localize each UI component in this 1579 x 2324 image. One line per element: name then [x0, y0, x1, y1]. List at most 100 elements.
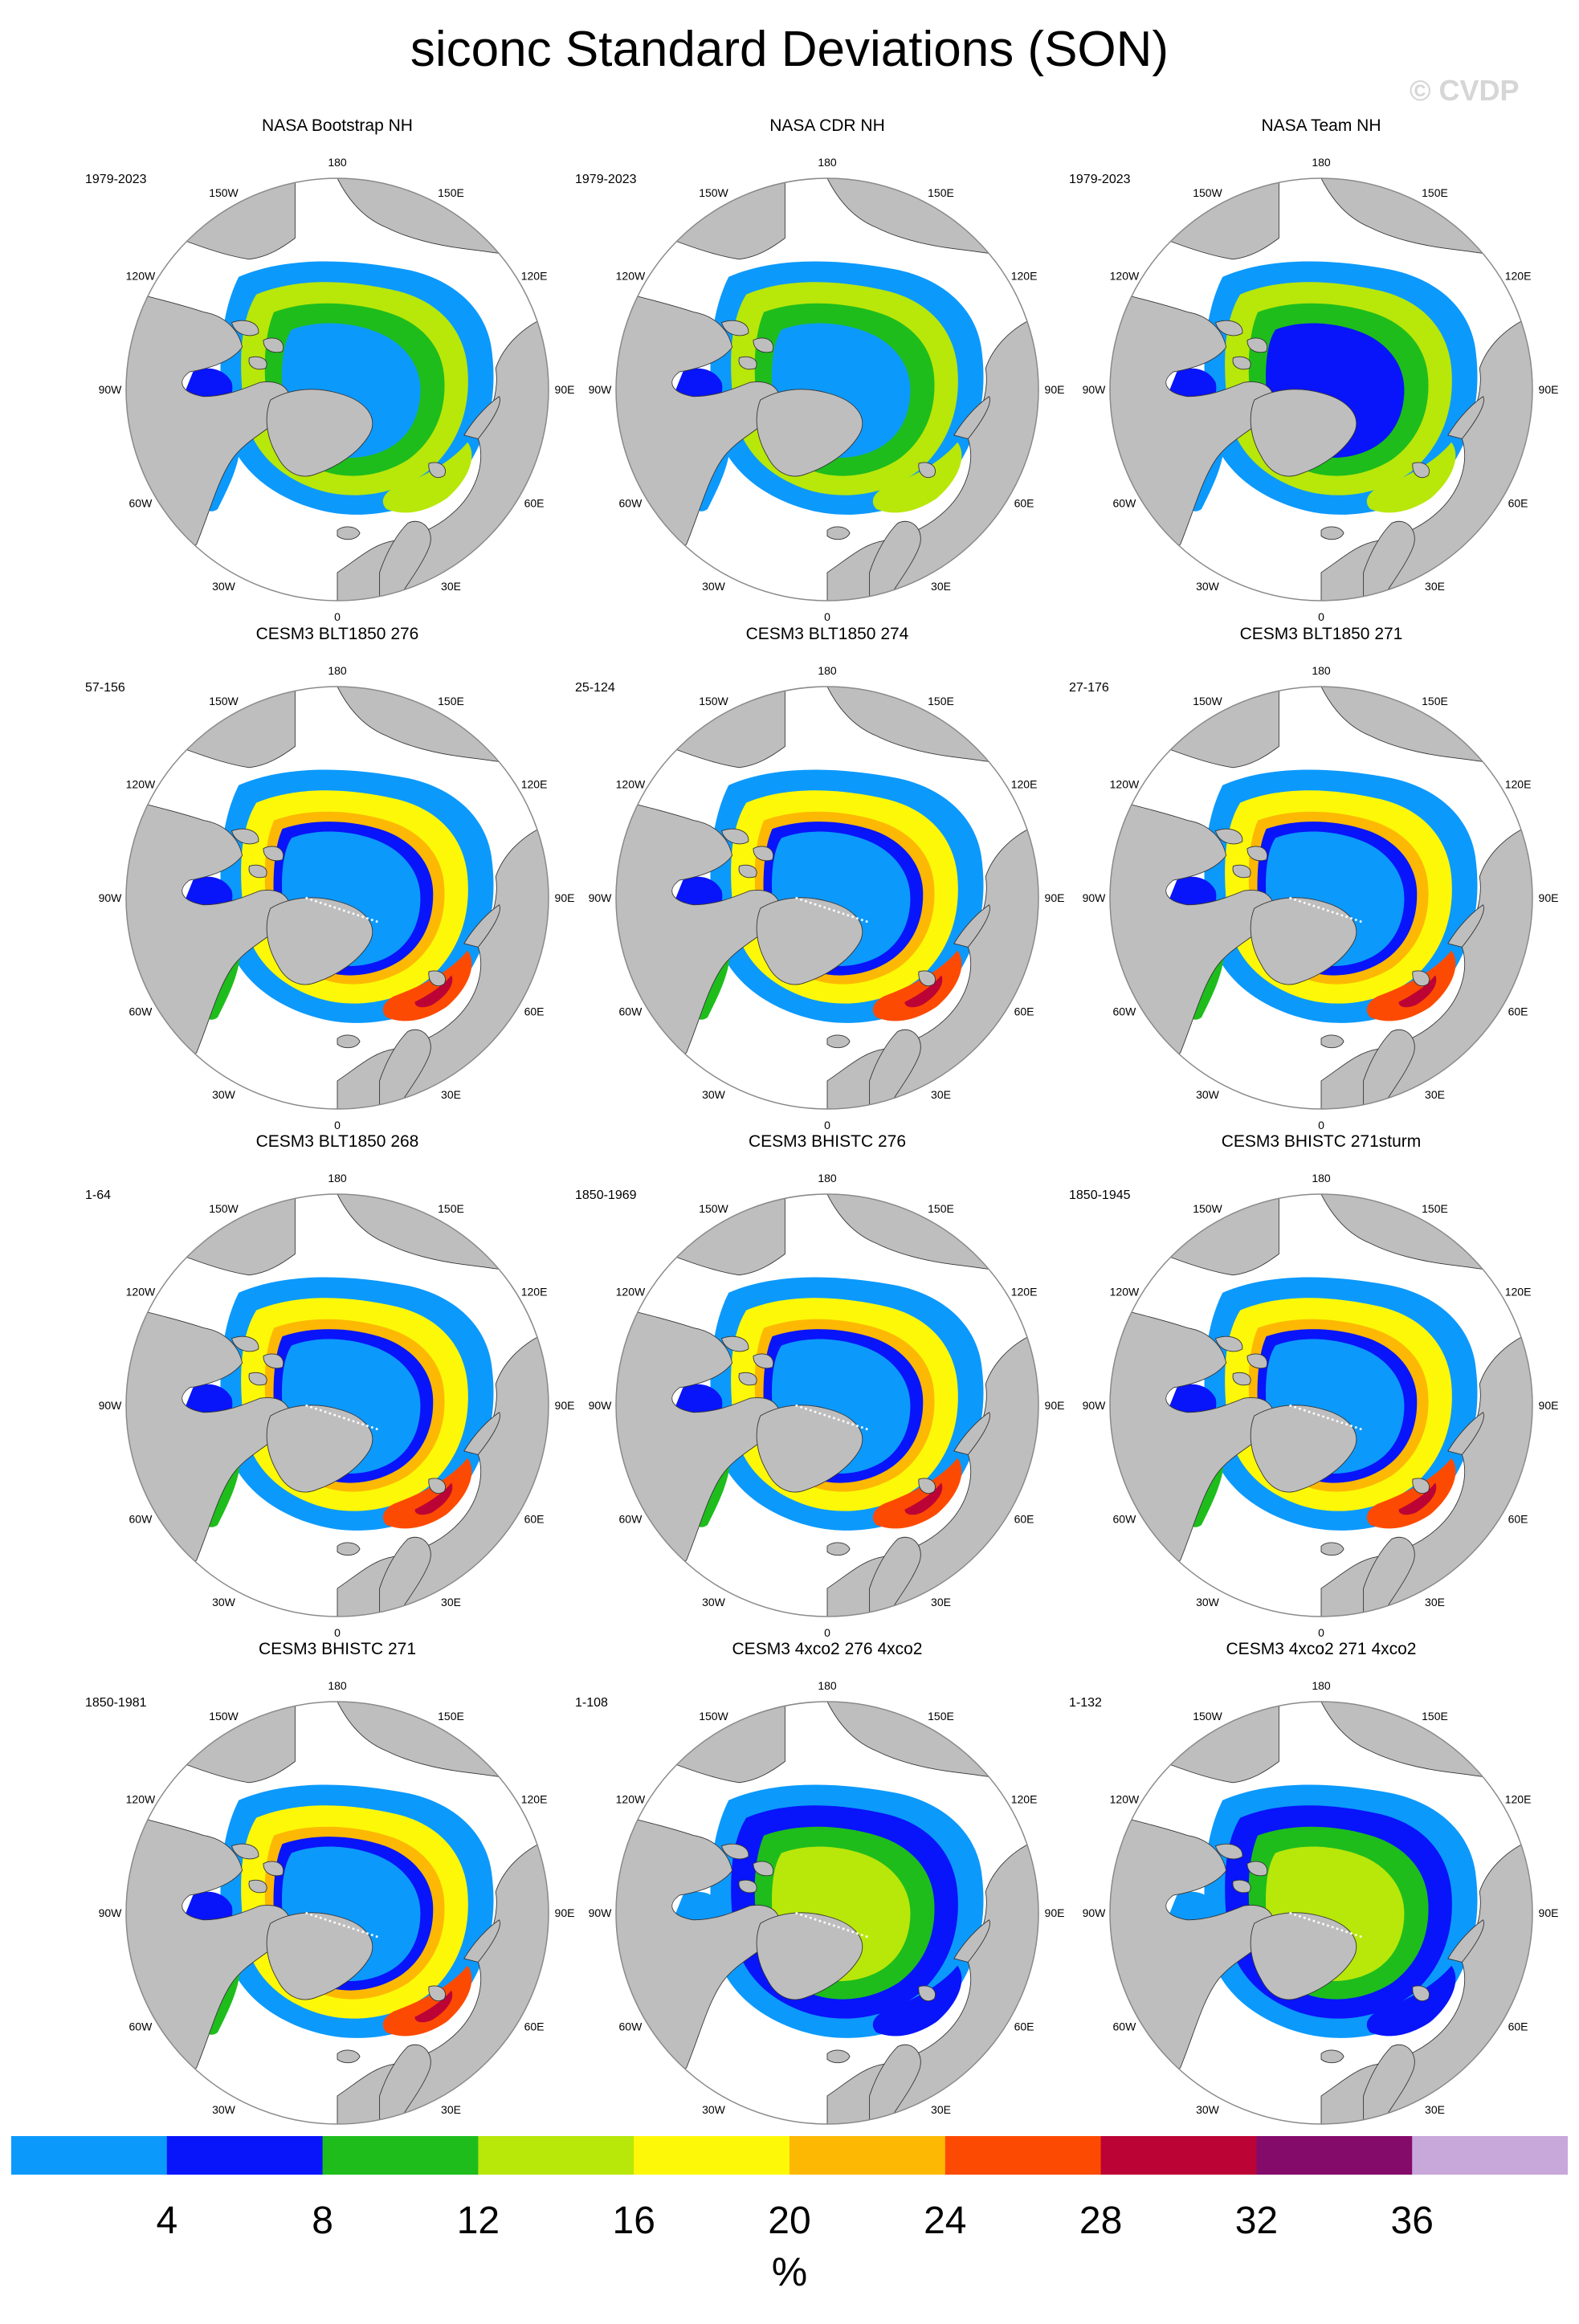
colorbar-tick: 36: [1390, 2200, 1434, 2242]
land-greenland: [266, 1912, 373, 2000]
longitude-label: 90E: [1045, 383, 1065, 396]
panel-title: CESM3 BLT1850 276: [255, 625, 419, 643]
longitude-label: 90W: [1083, 383, 1107, 396]
land-archipelago1: [1214, 320, 1243, 336]
map-panel: CESM3 BLT1850 276 57-156 180 150E 120E 90E 60E…: [85, 625, 586, 1139]
land-archipelago1: [720, 1335, 749, 1352]
longitude-label: 150E: [928, 186, 954, 199]
polar-map: 180 150E 120E 90E 60E 30E 0 30W 60W 90W 120W 150W: [1083, 156, 1559, 623]
longitude-label: 180: [1312, 156, 1331, 169]
land-archipelago3: [1232, 864, 1251, 879]
map-panel: CESM3 BLT1850 274 25-124 180 150E 120E 90E 60E…: [575, 625, 1076, 1139]
sea-ice-band: [1366, 1458, 1456, 1529]
longitude-label: 180: [1312, 664, 1331, 677]
panel-title: NASA Team NH: [1261, 116, 1381, 135]
panel-title: CESM3 BLT1850 268: [255, 1132, 419, 1151]
longitude-label: 60W: [129, 1005, 153, 1018]
land-svalbard: [918, 462, 936, 479]
panel-period: 1-132: [1069, 1696, 1102, 1710]
longitude-label: 150E: [928, 1710, 954, 1723]
colorbar-tick-labels: 4 8 12 16 20 24 28 32 36: [0, 2199, 1579, 2247]
land-greenland: [756, 1912, 863, 2000]
land-iceland: [1320, 1542, 1344, 1556]
sea-ice-band: [904, 1482, 943, 1515]
longitude-label: 0: [334, 610, 341, 623]
longitude-label: 90W: [99, 891, 123, 904]
grid-seam: [795, 1404, 871, 1431]
map-boundary: [125, 177, 549, 601]
land-greenland: [1250, 897, 1357, 985]
colorbar-segment: [1100, 2136, 1257, 2175]
longitude-label: 120W: [126, 270, 156, 283]
land-novaya: [1447, 904, 1484, 948]
longitude-label: 90W: [99, 1906, 123, 1919]
sea-ice-band: [1398, 975, 1437, 1008]
land-svalbard: [428, 970, 446, 987]
longitude-label: 60W: [619, 1005, 643, 1018]
sea-ice-band: [872, 442, 962, 513]
map-boundary: [615, 686, 1039, 1110]
longitude-label: 120W: [126, 1286, 156, 1299]
longitude-label: 60W: [619, 1513, 643, 1526]
land-iceland: [826, 1542, 851, 1556]
land-iceland: [1320, 2049, 1344, 2064]
land-archipelago3: [248, 864, 267, 879]
sea-ice-band: [1366, 950, 1456, 1021]
longitude-label: 90E: [1539, 1906, 1559, 1919]
longitude-label: 180: [328, 156, 347, 169]
land-archipelago2: [263, 337, 284, 353]
sea-ice-band: [1398, 1482, 1437, 1515]
longitude-label: 150E: [438, 1710, 464, 1723]
figure-title: siconc Standard Deviations (SON): [410, 22, 1169, 77]
longitude-label: 180: [328, 664, 347, 677]
map-panel: NASA Bootstrap NH 1979-2023 180 150E 120E 90E…: [85, 116, 586, 630]
panel-period: 1-108: [575, 1696, 608, 1710]
sea-ice-band: [382, 1965, 472, 2037]
longitude-label: 90W: [99, 1399, 123, 1412]
longitude-label: 150W: [209, 186, 239, 199]
panel-period: 57-156: [85, 681, 125, 695]
longitude-label: 30W: [702, 580, 726, 593]
longitude-label: 60W: [619, 497, 643, 510]
longitude-label: 120E: [521, 1286, 548, 1299]
land-scandinavia: [869, 1029, 921, 1109]
longitude-label: 60W: [129, 2020, 153, 2033]
longitude-label: 150E: [1422, 1202, 1448, 1215]
longitude-label: 180: [328, 1172, 347, 1184]
land-iceland: [1320, 526, 1344, 540]
colorbar-tick: 8: [312, 2200, 333, 2242]
longitude-label: 30E: [441, 1596, 461, 1608]
longitude-label: 150E: [1422, 695, 1448, 707]
longitude-label: 60W: [129, 497, 153, 510]
longitude-label: 90W: [589, 891, 613, 904]
land-greenland: [756, 897, 863, 985]
longitude-label: 90W: [1083, 891, 1107, 904]
land-svalbard: [918, 1478, 936, 1494]
land-archipelago3: [248, 356, 267, 370]
land-svalbard: [428, 1985, 446, 2002]
longitude-label: 30W: [1196, 2103, 1220, 2116]
longitude-label: 150E: [438, 186, 464, 199]
land-scandinavia: [379, 1029, 431, 1109]
longitude-label: 90W: [589, 383, 613, 396]
land-archipelago3: [738, 1372, 757, 1386]
panel-period: 25-124: [575, 681, 615, 695]
longitude-label: 150W: [209, 1710, 239, 1723]
land-novaya: [1447, 1412, 1484, 1455]
longitude-label: 30W: [212, 580, 236, 593]
grid-seam: [1289, 1911, 1365, 1939]
land-archipelago2: [263, 1861, 284, 1877]
land-archipelago3: [738, 1879, 757, 1894]
panel-period: 27-176: [1069, 681, 1109, 695]
land-scandinavia: [1363, 1536, 1415, 1617]
cvdp-watermark: © CVDP: [1410, 74, 1520, 107]
land-novaya: [953, 904, 990, 948]
longitude-label: 90E: [1045, 1399, 1065, 1412]
map-panel: CESM3 BHISTC 271 1850-1981 180 150E 120E 90E 6…: [85, 1640, 586, 2154]
longitude-label: 180: [1312, 1679, 1331, 1692]
longitude-label: 0: [334, 1626, 341, 1639]
land-svalbard: [1412, 970, 1430, 987]
colorbar-tick: 28: [1079, 2200, 1123, 2242]
longitude-label: 120E: [1011, 778, 1038, 791]
longitude-label: 180: [818, 1679, 837, 1692]
